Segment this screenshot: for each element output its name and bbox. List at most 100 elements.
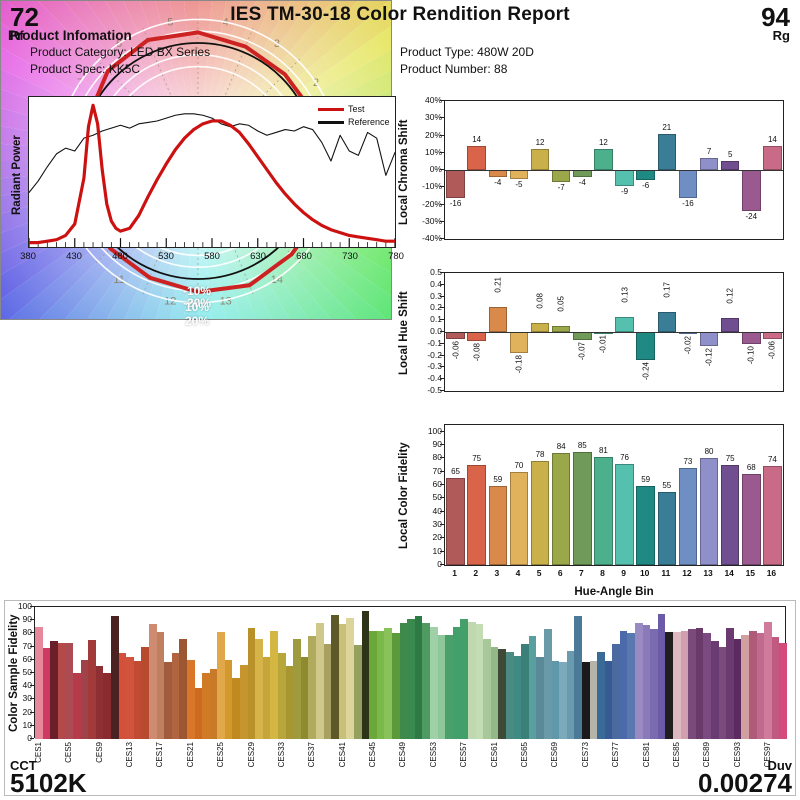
ces-y-tick-label: 40 <box>22 680 32 691</box>
bar-value-label: 0.12 <box>725 287 735 304</box>
bar-value-label: 73 <box>683 456 693 466</box>
bar-13 <box>699 332 719 347</box>
ces-x-tick-label: CES85 <box>671 742 681 768</box>
bar-1 <box>446 332 465 340</box>
bar-value-label: -4 <box>494 177 502 187</box>
ces-bar-89 <box>703 633 712 739</box>
spd-legend-item: Reference <box>318 117 390 127</box>
bar-value-label: 12 <box>535 138 545 148</box>
y-tick-label: -30% <box>422 215 442 226</box>
bar-8 <box>594 149 613 170</box>
y-tick-mark <box>440 220 445 222</box>
field-product-number-value: 88 <box>494 62 508 76</box>
ces-bar-34 <box>285 666 294 739</box>
ces-x-tick-label: CES97 <box>763 742 772 768</box>
ces-bar-13 <box>126 657 134 739</box>
bar-value-label: -0.24 <box>641 362 651 381</box>
chroma-y-axis-label: Local Chroma Shift <box>398 119 410 225</box>
y-tick-mark <box>440 354 445 356</box>
y-tick-mark <box>440 117 445 119</box>
y-tick-label: 0.2 <box>430 302 442 313</box>
y-tick-mark <box>440 444 445 445</box>
hue-y-axis-label: Local Hue Shift <box>398 291 410 375</box>
ces-bar-85 <box>673 632 681 739</box>
ces-bar-36 <box>300 657 309 739</box>
bar-value-label: 74 <box>767 455 777 465</box>
rf-label: Rf <box>10 27 24 43</box>
y-tick-label: 20 <box>432 532 442 543</box>
ces-bar-73 <box>581 662 590 739</box>
field-product-category: Product Category: LED BX Series <box>30 44 400 61</box>
ces-bar-27 <box>232 678 241 739</box>
ces-bar-26 <box>224 659 233 739</box>
ces-x-tick-label: CES49 <box>398 742 408 768</box>
y-tick-mark <box>440 550 445 552</box>
ces-bar-48 <box>392 633 400 739</box>
bar-8 <box>594 457 613 565</box>
local-hue-shift-chart: -0.06 -0.08 0.21 -0.18 0.08 0.05 -0.07 -0.01 0.1… <box>444 272 784 392</box>
ces-x-tick-label: CES73 <box>580 742 590 768</box>
bar-4 <box>509 332 529 354</box>
bar-9 <box>615 170 634 186</box>
x-tick-label: 6 <box>557 568 563 578</box>
ces-x-tick-label: CES81 <box>641 742 651 768</box>
ces-bar-93 <box>733 638 742 739</box>
color-sample-panel-frame <box>4 600 796 796</box>
spd-x-tick: 730 <box>342 251 358 262</box>
ces-bar-68 <box>543 629 552 739</box>
ces-bar-4 <box>57 642 66 739</box>
ces-y-tick-mark <box>30 672 34 673</box>
ces-bar-42 <box>346 617 355 739</box>
bar-10 <box>636 332 655 361</box>
ces-x-tick-label: CES69 <box>550 742 560 768</box>
y-tick-mark <box>440 186 445 188</box>
ces-bar-29 <box>247 628 256 739</box>
bar-value-label: 80 <box>704 447 714 457</box>
bar-9 <box>615 463 634 565</box>
y-tick-label: 50 <box>432 492 442 503</box>
ces-bar-81 <box>642 625 651 739</box>
ces-x-tick-label: CES33 <box>276 742 286 768</box>
x-tick-label: 14 <box>724 568 734 578</box>
y-tick-label: 90 <box>432 439 442 449</box>
ces-bar-23 <box>202 673 210 739</box>
y-tick-label: 60 <box>432 479 442 489</box>
x-tick-label: 15 <box>745 568 756 578</box>
x-tick-label: 1 <box>452 568 457 578</box>
spd-x-tick: 580 <box>204 251 220 262</box>
ces-bar-6 <box>72 673 81 739</box>
field-product-number: Product Number: 88 <box>400 61 770 78</box>
ces-y-tick-mark <box>30 632 34 634</box>
y-tick-label: 10 <box>432 545 442 556</box>
x-tick-label: 2 <box>473 568 479 578</box>
ces-x-tick-label: CES1 <box>33 742 43 763</box>
spd-x-tick: 530 <box>158 251 174 262</box>
ces-bar-45 <box>369 630 377 739</box>
ces-bar-91 <box>718 646 727 739</box>
y-tick-mark <box>440 134 445 136</box>
bar-value-label: -5 <box>515 179 523 189</box>
zero-line <box>445 332 783 333</box>
ces-bar-82 <box>650 629 658 739</box>
bar-3 <box>488 486 508 565</box>
bar-value-label: -24 <box>745 212 758 222</box>
ces-bar-44 <box>361 610 370 739</box>
y-tick-mark <box>440 331 445 332</box>
bar-11 <box>657 311 677 332</box>
ces-bar-11 <box>110 616 119 739</box>
y-tick-label: 0.3 <box>430 290 442 301</box>
ces-bar-84 <box>665 632 674 739</box>
bar-value-label: -4 <box>578 177 586 187</box>
bar-3 <box>488 170 508 177</box>
x-tick-label: 12 <box>682 568 692 578</box>
bar-11 <box>657 491 677 565</box>
product-information-table: Product Category: LED BX Series Product … <box>30 44 770 78</box>
bar-3 <box>488 307 508 332</box>
bar-value-label: 65 <box>451 467 460 477</box>
bar-13 <box>699 458 719 565</box>
ces-bar-74 <box>589 661 598 739</box>
ces-y-tick-mark <box>30 619 34 621</box>
bar-value-label: -0.02 <box>683 336 693 355</box>
bar-value-label: 81 <box>598 446 608 455</box>
spd-legend-item: Test <box>318 104 365 114</box>
